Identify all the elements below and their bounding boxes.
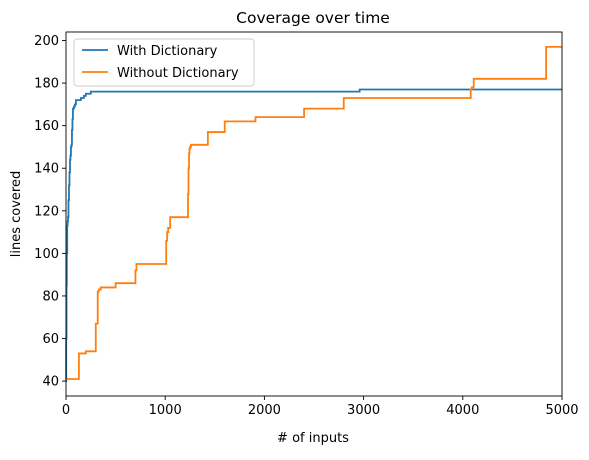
- y-tick-label: 120: [34, 204, 59, 219]
- y-axis-ticks: 40 60 80 100 120 140 160 180 200: [34, 34, 66, 390]
- series-line-with-dictionary: [65, 88, 562, 382]
- legend-label-with-dictionary: With Dictionary: [117, 44, 218, 59]
- x-tick-label: 5000: [545, 403, 578, 418]
- series-line-without-dictionary: [66, 46, 562, 380]
- x-axis-ticks: 0 1000 2000 3000 4000 5000: [62, 396, 579, 418]
- x-tick-label: 0: [62, 403, 70, 418]
- y-tick-label: 180: [34, 77, 59, 92]
- y-tick-label: 200: [34, 34, 59, 49]
- x-tick-label: 2000: [248, 403, 281, 418]
- y-axis-label: lines covered: [9, 171, 24, 257]
- y-tick-label: 40: [42, 375, 59, 390]
- x-tick-label: 4000: [446, 403, 479, 418]
- x-axis-label: # of inputs: [277, 431, 349, 446]
- y-tick-label: 60: [42, 332, 59, 347]
- y-tick-label: 140: [34, 162, 59, 177]
- plot-area: [65, 46, 562, 382]
- legend-box: [73, 38, 255, 87]
- axes-frame: [65, 31, 563, 397]
- x-tick-label: 3000: [347, 403, 380, 418]
- chart-title: Coverage over time: [236, 9, 390, 27]
- legend-label-without-dictionary: Without Dictionary: [117, 66, 239, 81]
- x-tick-label: 1000: [149, 403, 182, 418]
- y-tick-label: 80: [42, 289, 59, 304]
- y-tick-label: 100: [34, 247, 59, 262]
- legend: With Dictionary Without Dictionary: [73, 38, 255, 87]
- y-tick-label: 160: [34, 119, 59, 134]
